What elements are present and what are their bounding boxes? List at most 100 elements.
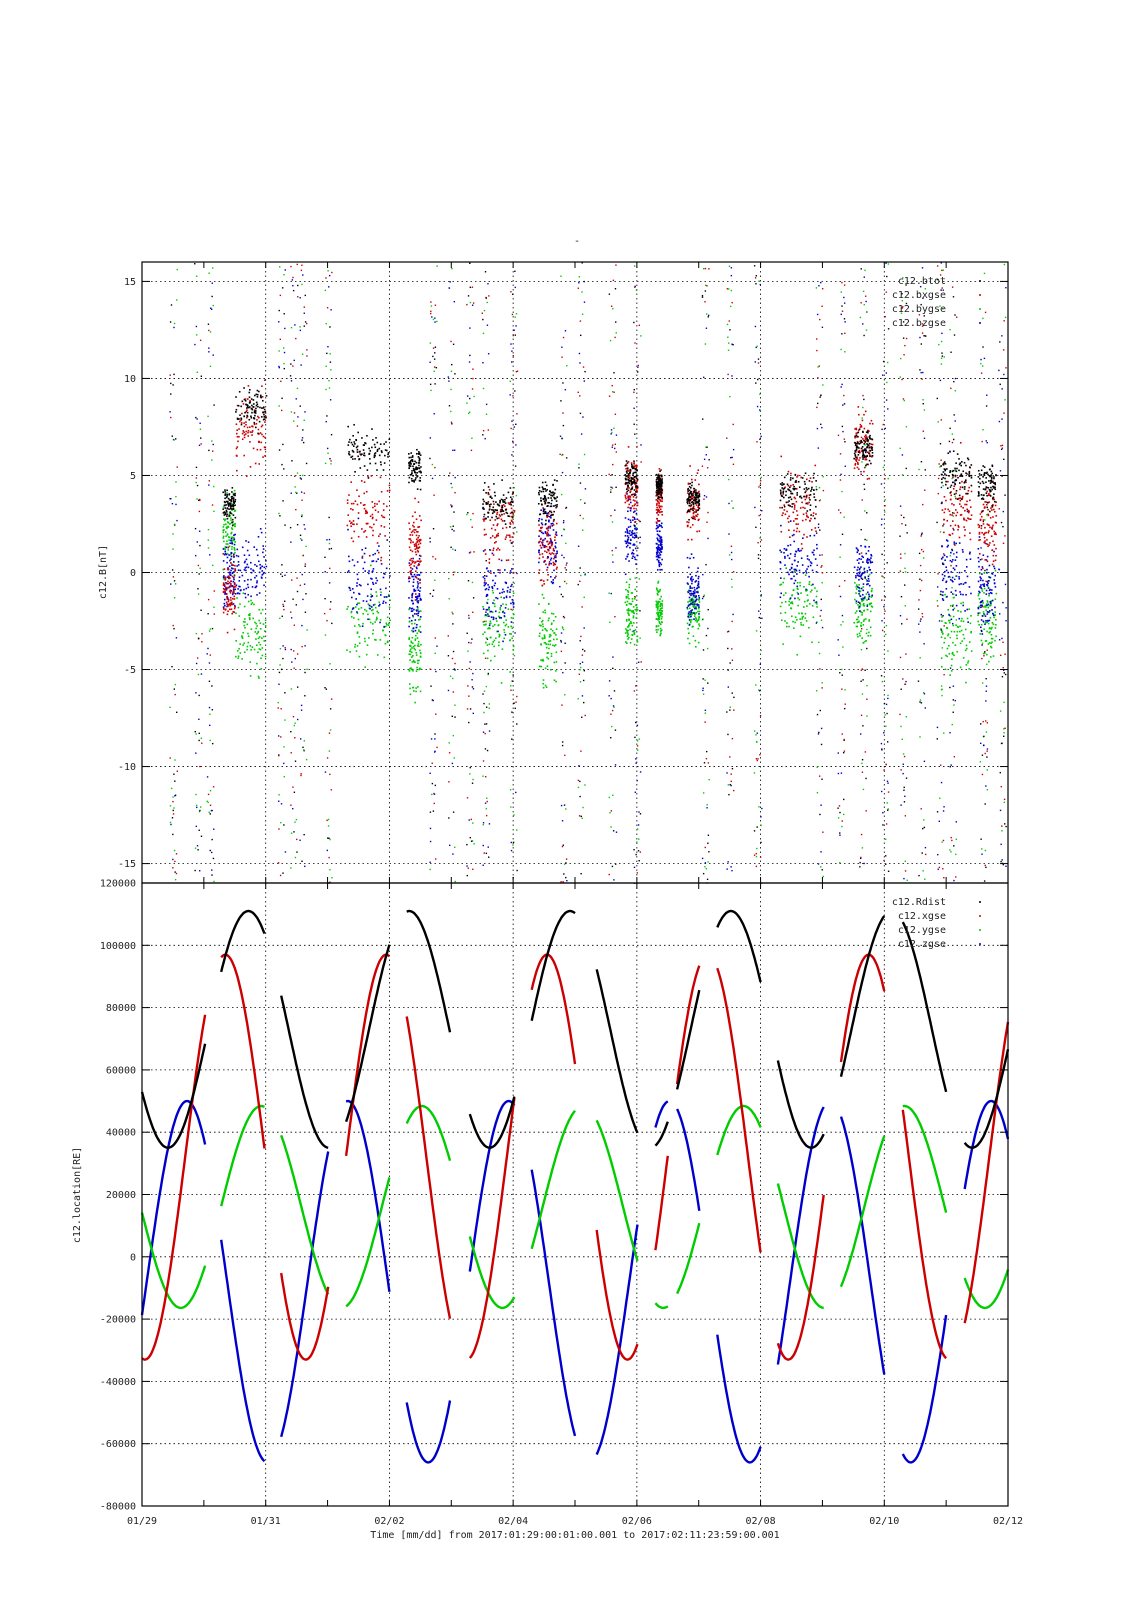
data-point-c12-btot [695,511,697,513]
data-point-c12-bzgse [170,823,172,826]
data-point-c12-bxgse [864,441,866,444]
data-point-c12-btot [293,791,296,793]
data-point-c12-bygse [550,622,553,625]
data-point-c12-btot [227,505,230,507]
data-point-c12-bxgse [960,505,962,508]
data-point-c12-bygse [660,612,663,614]
data-point-c12-bxgse [660,495,663,497]
data-point-c12-bxgse [546,534,548,537]
data-point-c12-bxgse [201,633,203,635]
data-point-c12-bzgse [497,630,499,633]
data-point-c12-bxgse [492,549,495,552]
data-point-c12-bxgse [207,793,210,796]
data-point-c12-bzgse [347,570,350,572]
data-point-c12-btot [866,438,869,441]
data-point-c12-btot [417,452,420,455]
data-point-c12-btot [951,481,954,484]
data-point-c12-bzgse [791,563,794,566]
data-point-c12-btot [418,451,420,453]
data-point-c12-bxgse [223,568,226,570]
data-point-c12-btot [384,449,387,451]
data-point-c12-btot [211,709,214,711]
data-point-c12-bygse [657,591,660,594]
data-point-c12-bxgse [350,508,352,510]
data-point-c12-bzgse [990,592,993,595]
data-point-c12-bygse [867,597,870,599]
data-point-c12-bzgse [940,557,943,560]
data-point-c12-bygse [692,605,695,608]
data-point-c12-bxgse [811,481,813,483]
data-point-c12-bygse [231,548,233,550]
data-point-c12-bygse [957,610,959,612]
data-point-c12-bzgse [660,551,663,553]
data-point-c12-bxgse [983,536,986,539]
data-point-c12-btot [495,515,498,518]
data-point-c12-btot [227,502,229,505]
data-point-c12-bxgse [632,493,634,496]
data-point-c12-btot [855,447,858,449]
data-point-c12-bygse [411,647,413,649]
data-point-c12-bzgse [383,573,386,575]
data-point-c12-bxgse [500,506,503,509]
data-point-c12-bzgse [414,629,417,632]
data-point-c12-bxgse [363,531,365,533]
data-point-c12-btot [487,502,489,505]
data-point-c12-bzgse [196,541,199,543]
data-point-c12-bygse [661,602,663,605]
data-point-c12-bxgse [196,657,199,659]
data-point-c12-bxgse [232,591,235,594]
data-point-c12-bzgse [950,571,953,573]
data-point-c12-bzgse [866,570,869,572]
data-point-c12-bygse [260,657,262,660]
data-point-c12-bxgse [538,524,540,526]
data-point-c12-bxgse [995,501,997,503]
data-point-c12-bzgse [655,547,658,549]
data-point-c12-bzgse [687,576,689,578]
data-point-c12-bygse [625,581,628,583]
data-point-c12-btot [410,456,412,459]
data-point-c12-btot [360,454,362,456]
data-point-c12-btot [632,472,635,475]
data-point-c12-bzgse [691,601,694,603]
data-point-c12-btot [807,487,810,490]
data-point-c12-bzgse [862,583,865,585]
data-point-c12-btot [556,480,558,482]
data-point-c12-bzgse [414,589,417,592]
data-point-c12-bxgse [246,398,249,400]
data-point-c12-bxgse [546,579,549,581]
data-point-c12-bzgse [858,593,860,595]
data-point-c12-bygse [964,628,967,631]
data-point-c12-bzgse [855,576,857,579]
data-point-c12-bxgse [371,501,374,503]
data-point-c12-bxgse [783,509,786,511]
data-point-c12-bxgse [688,501,691,503]
data-point-c12-bzgse [985,593,988,595]
data-point-c12-bzgse [985,589,988,592]
data-point-c12-bzgse [260,531,263,534]
data-point-c12-btot [963,481,966,484]
data-point-c12-bygse [628,586,631,589]
data-point-c12-bygse [656,613,659,616]
data-point-c12-bxgse [696,530,698,533]
data-point-c12-bxgse [539,544,542,547]
data-point-c12-bzgse [945,581,947,584]
data-point-c12-btot [416,452,418,455]
data-point-c12-bxgse [951,503,953,505]
data-point-c12-btot [483,500,485,503]
data-point-c12-bygse [655,618,658,621]
data-point-c12-bzgse [941,598,944,600]
data-point-c12-bxgse [547,529,550,532]
data-point-c12-bzgse [243,588,245,591]
data-point-c12-btot [351,449,354,452]
data-point-c12-bzgse [624,573,627,576]
data-point-c12-bzgse [370,606,373,608]
data-point-c12-bzgse [199,422,201,424]
data-point-c12-bygse [209,628,212,630]
data-point-c12-bxgse [978,552,981,555]
data-point-c12-bzgse [198,718,200,721]
data-point-c12-bygse [549,635,552,637]
data-point-c12-bxgse [987,513,989,516]
data-point-c12-btot [994,488,997,491]
data-point-c12-bygse [544,637,546,639]
data-point-c12-bxgse [541,553,544,555]
